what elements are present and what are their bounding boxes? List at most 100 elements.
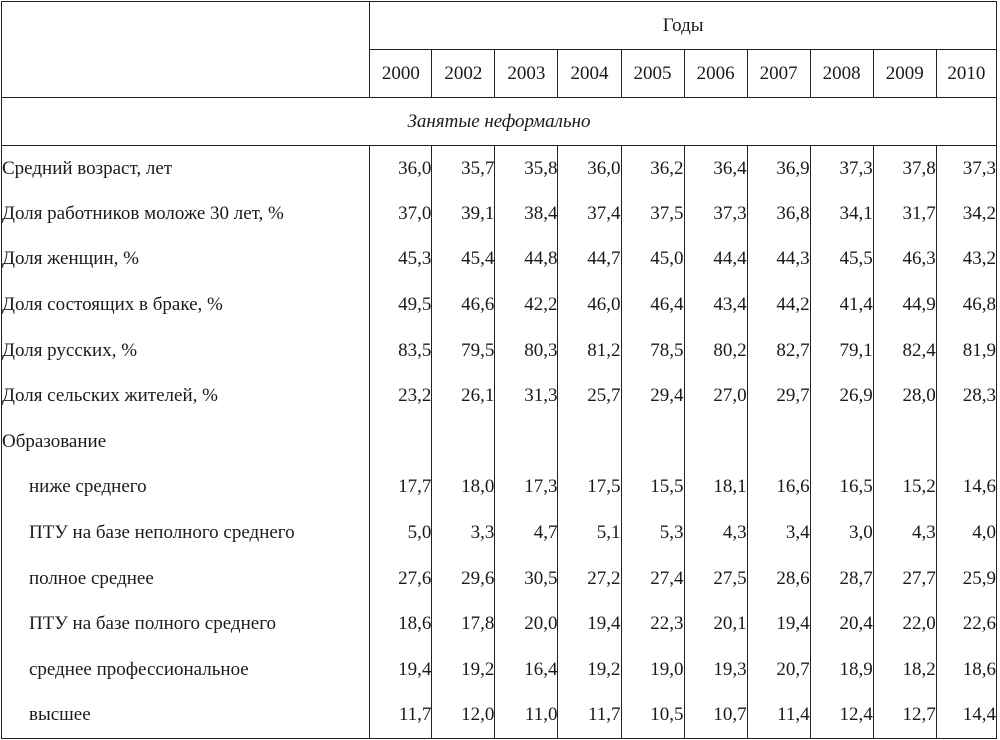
value-cell: 11,4	[746, 692, 811, 739]
value-cell: 20,0	[494, 601, 559, 648]
value-cell: 28,6	[746, 555, 811, 602]
value-cell: 27,6	[369, 555, 433, 602]
year-header-2008: 2008	[809, 49, 874, 98]
value-cell: 22,6	[935, 601, 998, 648]
table-row: высшее 11,7 12,0 11,0 11,7 10,5 10,7 11,4 12,4 12…	[0, 692, 998, 739]
row-label: Доля сельских жителей, %	[0, 373, 371, 420]
table-row: полное среднее 27,6 29,6 30,5 27,2 27,4 27,5 28…	[0, 555, 998, 602]
value-cell: 19,4	[557, 601, 622, 648]
table-row: Образование	[0, 419, 998, 465]
value-cell: 49,5	[369, 282, 433, 328]
value-cell: 45,3	[369, 236, 433, 283]
years-title: Годы	[369, 1, 997, 50]
value-cell	[872, 419, 937, 465]
value-cell: 14,6	[935, 464, 998, 511]
value-cell: 37,3	[683, 191, 748, 237]
value-cell: 26,9	[809, 373, 874, 420]
value-cell: 27,0	[683, 373, 748, 420]
value-cell: 45,0	[620, 236, 685, 283]
value-cell: 78,5	[620, 327, 685, 374]
years-row: 2000 2002 2003 2004 2005 2006 2007 2008 2009 2010	[2, 49, 998, 98]
section-title: Занятые неформально	[1, 97, 997, 146]
table-row: Доля сельских жителей, % 23,2 26,1 31,3 25,7…	[0, 373, 998, 420]
value-cell: 44,3	[746, 236, 811, 283]
value-cell: 44,8	[494, 236, 559, 283]
value-cell: 42,2	[494, 282, 559, 328]
value-cell: 4,0	[935, 510, 998, 556]
row-label: ПТУ на базе полного среднего	[0, 601, 371, 648]
value-cell: 19,3	[683, 647, 748, 693]
row-label: Доля женщин, %	[0, 236, 371, 283]
value-cell: 46,4	[620, 282, 685, 328]
value-cell: 16,5	[809, 464, 874, 511]
value-cell: 18,9	[809, 647, 874, 693]
value-cell	[369, 419, 433, 465]
value-cell: 35,7	[431, 145, 496, 192]
value-cell: 19,4	[746, 601, 811, 648]
value-cell: 37,0	[369, 191, 433, 237]
value-cell: 27,4	[620, 555, 685, 602]
value-cell: 19,4	[369, 647, 433, 693]
value-cell: 12,4	[809, 692, 874, 739]
value-cell: 29,4	[620, 373, 685, 420]
row-label: Средний возраст, лет	[0, 145, 371, 192]
value-cell: 22,0	[872, 601, 937, 648]
value-cell: 46,8	[935, 282, 998, 328]
value-cell: 4,3	[683, 510, 748, 556]
value-cell: 17,7	[369, 464, 433, 511]
value-cell: 15,5	[620, 464, 685, 511]
year-header-2007: 2007	[746, 49, 811, 98]
value-cell: 17,3	[494, 464, 559, 511]
value-cell: 30,5	[494, 555, 559, 602]
value-cell: 16,6	[746, 464, 811, 511]
year-header-2010: 2010	[935, 49, 998, 98]
row-label: Доля состоящих в браке, %	[0, 282, 371, 328]
value-cell: 20,1	[683, 601, 748, 648]
value-cell	[683, 419, 748, 465]
value-cell: 19,2	[557, 647, 622, 693]
value-cell: 19,0	[620, 647, 685, 693]
value-cell: 20,4	[809, 601, 874, 648]
value-cell: 11,7	[557, 692, 622, 739]
table-row: Доля работников моложе 30 лет, % 37,0 39,1…	[0, 191, 998, 237]
year-header-2004: 2004	[557, 49, 622, 98]
value-cell: 45,5	[809, 236, 874, 283]
value-cell: 37,3	[935, 145, 998, 192]
value-cell: 28,7	[809, 555, 874, 602]
value-cell: 80,2	[683, 327, 748, 374]
value-cell: 44,2	[746, 282, 811, 328]
value-cell: 18,6	[369, 601, 433, 648]
value-cell: 19,2	[431, 647, 496, 693]
table-row: среднее профессиональное 19,4 19,2 16,4 19,2…	[0, 647, 998, 693]
value-cell: 17,5	[557, 464, 622, 511]
value-cell: 20,7	[746, 647, 811, 693]
value-cell: 10,7	[683, 692, 748, 739]
value-cell: 41,4	[809, 282, 874, 328]
value-cell: 44,9	[872, 282, 937, 328]
value-cell: 14,4	[935, 692, 998, 739]
value-cell: 35,8	[494, 145, 559, 192]
row-label: среднее профессиональное	[0, 647, 371, 693]
value-cell: 28,0	[872, 373, 937, 420]
value-cell: 28,3	[935, 373, 998, 420]
value-cell: 3,4	[746, 510, 811, 556]
value-cell: 83,5	[369, 327, 433, 374]
value-cell: 79,5	[431, 327, 496, 374]
value-cell: 26,1	[431, 373, 496, 420]
value-cell: 44,4	[683, 236, 748, 283]
value-cell: 31,7	[872, 191, 937, 237]
row-label: полное среднее	[0, 555, 371, 602]
row-label: ниже среднего	[0, 464, 371, 511]
value-cell: 46,6	[431, 282, 496, 328]
value-cell: 81,2	[557, 327, 622, 374]
row-label: Доля русских, %	[0, 327, 371, 374]
value-cell: 5,1	[557, 510, 622, 556]
value-cell: 43,2	[935, 236, 998, 283]
value-cell: 79,1	[809, 327, 874, 374]
header-corner-cell	[0, 1, 371, 98]
value-cell	[809, 419, 874, 465]
value-cell: 81,9	[935, 327, 998, 374]
value-cell: 82,4	[872, 327, 937, 374]
